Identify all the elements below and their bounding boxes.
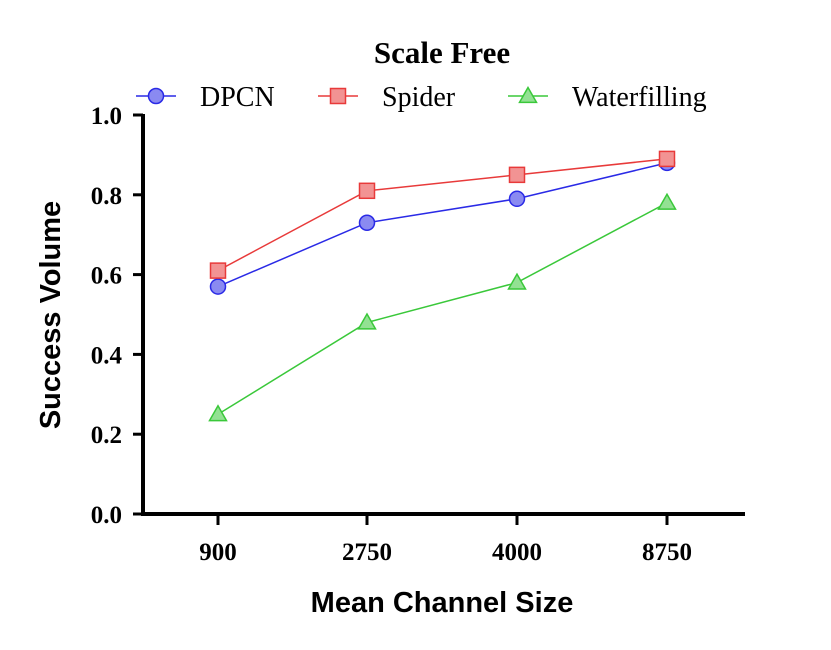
legend-symbol-spider: [329, 87, 347, 105]
legend-label-dpcn: DPCN: [200, 82, 275, 113]
series-layer: [208, 150, 677, 422]
x-tick-label: 4000: [492, 539, 542, 566]
series-waterfilling: [208, 192, 677, 422]
series-line-waterfilling: [217, 202, 668, 415]
y-axis-title: Success Volume: [35, 201, 67, 429]
chart-title: Scale Free: [374, 35, 510, 70]
data-point-spider: [358, 182, 376, 200]
legend-label-spider: Spider: [382, 82, 456, 113]
y-tick-label: 1.0: [91, 103, 122, 130]
data-point-spider: [658, 150, 676, 168]
x-tick-label: 900: [199, 539, 237, 566]
data-point-dpcn: [508, 190, 526, 208]
y-tick-label: 0.2: [91, 422, 122, 449]
legend-item-dpcn: DPCN: [136, 82, 275, 113]
data-point-spider: [209, 262, 227, 279]
data-point-dpcn: [209, 278, 227, 295]
legend-item-waterfilling: Waterfilling: [508, 82, 707, 113]
data-point-waterfilling: [357, 312, 377, 330]
series-line-dpcn: [217, 162, 668, 288]
legend-marker-waterfilling: [518, 85, 538, 104]
legend-label-waterfilling: Waterfilling: [572, 82, 707, 113]
data-point-waterfilling: [657, 192, 677, 210]
y-tick-label: 0.4: [91, 342, 123, 369]
legend: DPCN Spider Waterfilling: [136, 82, 707, 113]
data-point-spider: [508, 166, 526, 184]
data-point-waterfilling: [208, 404, 228, 422]
y-tick-label: 0.8: [91, 183, 122, 210]
legend-marker-dpcn: [147, 87, 165, 105]
legend-symbol-waterfilling: [518, 85, 538, 104]
x-ticks: 900 2750 4000 8750: [199, 514, 692, 566]
x-axis-title: Mean Channel Size: [311, 587, 574, 619]
y-ticks: 0.0 0.2 0.4 0.6 0.8 1.0: [91, 103, 143, 529]
x-tick-label: 2750: [342, 539, 392, 566]
series-dpcn: [209, 154, 676, 295]
x-tick-label: 8750: [642, 539, 692, 566]
y-tick-label: 0.6: [91, 263, 122, 290]
legend-symbol-dpcn: [147, 87, 165, 105]
y-tick-label: 0.0: [91, 502, 122, 529]
series-spider: [209, 150, 676, 279]
legend-item-spider: Spider: [318, 82, 456, 113]
data-point-dpcn: [358, 214, 376, 231]
series-line-spider: [217, 158, 668, 272]
data-point-waterfilling: [507, 272, 527, 290]
legend-marker-spider: [329, 87, 347, 105]
